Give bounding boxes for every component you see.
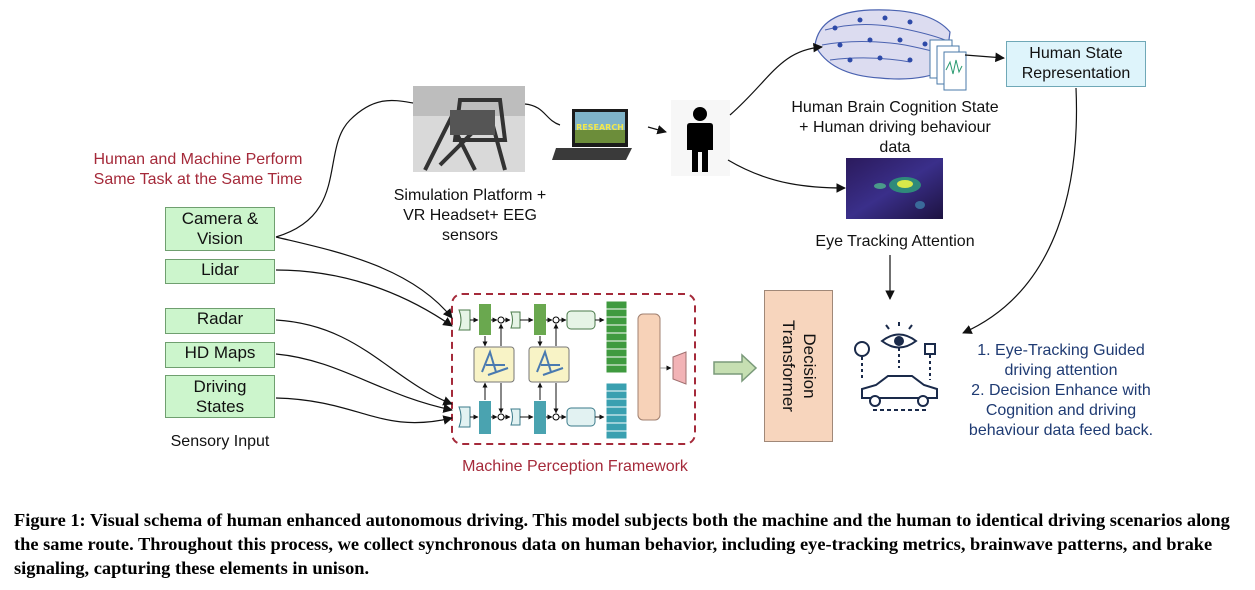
machine-perception-label: Machine Perception Framework xyxy=(462,458,688,475)
sensor-camera-line-1: Camera & xyxy=(181,209,259,228)
outcome-line-5: behaviour data feed back. xyxy=(968,422,1154,439)
brain-label: Human Brain Cognition State + Human driv… xyxy=(770,98,1020,158)
sensor-camera-line-2: Vision xyxy=(197,229,243,248)
figure-caption: Figure 1: Visual schema of human enhance… xyxy=(14,510,1230,578)
sensor-driving-states: Driving States xyxy=(165,375,275,418)
decision-transformer-box: Decision Transformer xyxy=(764,290,833,442)
sensor-hd-maps: HD Maps xyxy=(165,342,275,368)
human-machine-line-2: Same Task at the Same Time xyxy=(93,171,303,188)
sensor-driving-line-2: States xyxy=(195,397,245,416)
outcome-line-4: Cognition and driving xyxy=(985,402,1137,419)
to-decision-arrow xyxy=(713,353,758,383)
brain-line-1: Human Brain Cognition State xyxy=(791,99,999,116)
brain-line-3: data xyxy=(879,139,911,156)
brain-eeg-icon xyxy=(814,9,967,91)
human-machine-label: Human and Machine Perform Same Task at t… xyxy=(78,150,318,190)
autonomous-car-icon xyxy=(854,322,938,411)
human-machine-line-1: Human and Machine Perform xyxy=(93,151,303,168)
simulation-label: Simulation Platform + VR Headset+ EEG se… xyxy=(370,186,570,246)
brain-line-2: + Human driving behaviour xyxy=(799,119,991,136)
outcome-line-3: 2. Decision Enhance with xyxy=(971,382,1151,399)
sensor-driving-line-1: Driving xyxy=(193,377,247,396)
sensor-lidar: Lidar xyxy=(165,259,275,284)
connector-arrows xyxy=(275,42,1078,425)
eye-tracking-heatmap xyxy=(846,158,943,219)
human-state-line-2: Representation xyxy=(1021,65,1131,82)
eye-tracking-label: Eye Tracking Attention xyxy=(815,233,975,250)
machine-perception-frame xyxy=(451,293,696,445)
decision-transformer-label: Decision Transformer xyxy=(778,320,819,412)
sensory-input-label: Sensory Input xyxy=(170,433,270,450)
laptop-icon xyxy=(552,109,632,160)
outcomes-list: 1. Eye-Tracking Guided driving attention… xyxy=(950,341,1172,441)
sensor-camera-vision: Camera & Vision xyxy=(165,207,275,251)
human-state-representation-box: Human State Representation xyxy=(1006,41,1146,87)
simulation-line-2: VR Headset+ EEG xyxy=(403,207,537,224)
outcome-line-1: 1. Eye-Tracking Guided xyxy=(977,342,1145,359)
perception-network xyxy=(458,300,687,440)
human-state-line-1: Human State xyxy=(1029,45,1123,62)
person-icon xyxy=(671,100,730,176)
laptop-screen-text: RESEARCH xyxy=(576,123,624,132)
simulation-line-3: sensors xyxy=(441,227,499,244)
outcome-line-2: driving attention xyxy=(1004,362,1118,379)
simulation-line-1: Simulation Platform + xyxy=(393,187,547,204)
simulation-platform-image xyxy=(413,86,525,172)
sensor-radar: Radar xyxy=(165,308,275,334)
